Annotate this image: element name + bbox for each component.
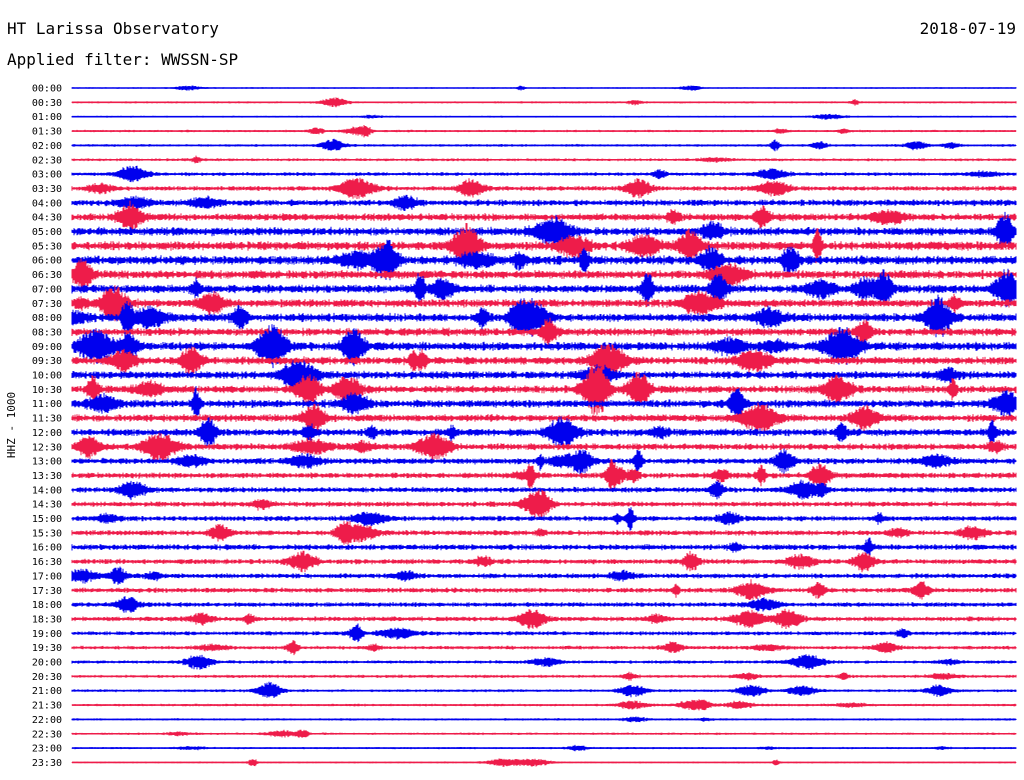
time-label: 00:30 — [32, 98, 62, 109]
time-label: 21:00 — [32, 686, 62, 697]
time-label: 04:30 — [32, 213, 62, 224]
time-label: 13:30 — [32, 471, 62, 482]
time-label: 12:30 — [32, 442, 62, 453]
time-label: 17:00 — [32, 571, 62, 582]
seismic-traces — [71, 85, 1017, 767]
time-label: 03:00 — [32, 170, 62, 181]
time-label: 17:30 — [32, 586, 62, 597]
time-label: 10:30 — [32, 385, 62, 396]
time-label: 02:30 — [32, 155, 62, 166]
time-label: 22:30 — [32, 729, 62, 740]
time-label: 05:00 — [32, 227, 62, 238]
time-label: 04:00 — [32, 198, 62, 209]
time-label: 20:00 — [32, 658, 62, 669]
time-label: 06:30 — [32, 270, 62, 281]
time-label: 22:00 — [32, 715, 62, 726]
time-label: 21:30 — [32, 701, 62, 712]
time-label: 18:00 — [32, 600, 62, 611]
time-label: 23:30 — [32, 758, 62, 769]
station-title: HT Larissa Observatory — [7, 19, 219, 38]
time-label: 12:00 — [32, 428, 62, 439]
time-label: 18:30 — [32, 614, 62, 625]
time-label: 06:00 — [32, 256, 62, 267]
applied-filter-label: Applied filter: WWSSN-SP — [7, 50, 239, 69]
time-label: 01:30 — [32, 127, 62, 138]
record-date: 2018-07-19 — [919, 19, 1016, 38]
time-label: 16:30 — [32, 557, 62, 568]
time-label: 16:00 — [32, 543, 62, 554]
time-label: 05:30 — [32, 241, 62, 252]
time-label: 00:00 — [32, 84, 62, 95]
time-label: 19:00 — [32, 629, 62, 640]
time-label: 10:00 — [32, 371, 62, 382]
time-label: 14:00 — [32, 485, 62, 496]
time-label: 07:30 — [32, 299, 62, 310]
time-label: 13:00 — [32, 457, 62, 468]
time-label: 02:00 — [32, 141, 62, 152]
time-label: 14:30 — [32, 500, 62, 511]
time-label: 08:00 — [32, 313, 62, 324]
time-label: 08:30 — [32, 327, 62, 338]
time-label: 11:30 — [32, 414, 62, 425]
time-label: 23:00 — [32, 744, 62, 755]
time-label: 15:30 — [32, 528, 62, 539]
time-label: 20:30 — [32, 672, 62, 683]
time-label: 07:00 — [32, 284, 62, 295]
time-label: 09:30 — [32, 356, 62, 367]
time-label: 11:00 — [32, 399, 62, 410]
time-label: 09:00 — [32, 342, 62, 353]
time-label: 03:30 — [32, 184, 62, 195]
time-label: 19:30 — [32, 643, 62, 654]
time-label: 01:00 — [32, 112, 62, 123]
time-labels: 00:00 00:30 01:00 01:30 02:00 02:30 03:00 03:30… — [32, 84, 62, 769]
seismic-trace — [71, 681, 1017, 698]
time-label: 15:00 — [32, 514, 62, 525]
